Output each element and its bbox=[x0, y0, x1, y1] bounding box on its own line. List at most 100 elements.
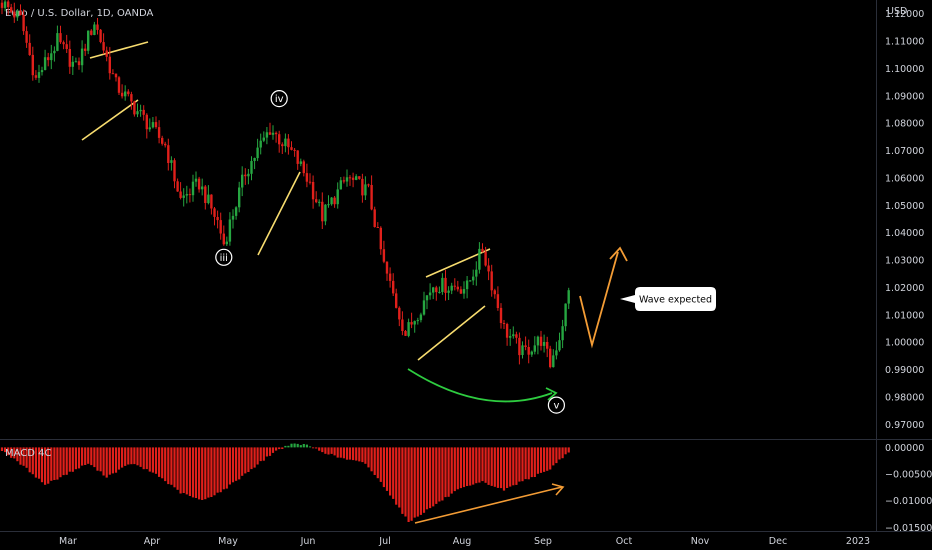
macd-bar bbox=[287, 445, 290, 448]
macd-bar bbox=[389, 447, 392, 496]
candle-body bbox=[435, 287, 438, 293]
candle-body bbox=[28, 42, 31, 55]
macd-bar bbox=[59, 447, 62, 478]
macd-bar bbox=[127, 447, 130, 465]
candle-body bbox=[56, 33, 59, 51]
macd-bar bbox=[262, 447, 265, 461]
macd-bar bbox=[441, 447, 444, 501]
wave-label-v: v bbox=[553, 401, 559, 412]
candle-body bbox=[253, 158, 256, 161]
macd-bar bbox=[77, 447, 81, 469]
macd-histogram bbox=[0, 443, 570, 522]
macd-bar bbox=[447, 447, 450, 497]
macd-bar bbox=[275, 447, 278, 451]
candles bbox=[0, 0, 570, 369]
macd-bar bbox=[238, 447, 241, 480]
macd-bar bbox=[173, 447, 176, 488]
macd-bar bbox=[481, 447, 484, 482]
macd-bar bbox=[244, 447, 247, 474]
candle-body bbox=[484, 251, 487, 266]
macd-bar bbox=[96, 447, 99, 471]
macd-bar bbox=[25, 447, 28, 468]
macd-bar bbox=[204, 447, 207, 500]
time-tick-label: Jul bbox=[378, 536, 390, 547]
candle-body bbox=[241, 174, 244, 188]
candle-body bbox=[96, 24, 99, 30]
candle-body bbox=[219, 220, 222, 234]
macd-axis[interactable]: 0.00000 −0.00500 −0.01000 −0.01500 bbox=[885, 443, 932, 534]
candle-body bbox=[197, 178, 201, 190]
macd-bar bbox=[28, 447, 31, 473]
candle-body bbox=[361, 178, 364, 196]
candle-body bbox=[19, 11, 22, 15]
macd-bar bbox=[404, 447, 407, 517]
candle-body bbox=[127, 91, 130, 95]
wedge-2-lower-line bbox=[417, 305, 486, 361]
candle-body bbox=[555, 350, 558, 356]
candle-body bbox=[527, 347, 530, 355]
macd-bar bbox=[478, 447, 481, 483]
macd-bar bbox=[65, 447, 68, 475]
candle-body bbox=[53, 50, 56, 54]
time-tick-label: Sep bbox=[534, 536, 552, 547]
macd-tick-label: −0.00500 bbox=[885, 470, 932, 481]
macd-bar bbox=[379, 447, 382, 482]
candle-body bbox=[499, 307, 503, 323]
candle-body bbox=[77, 61, 81, 66]
price-tick-label: 1.05000 bbox=[885, 201, 924, 212]
candle-body bbox=[0, 2, 4, 8]
candle-body bbox=[154, 122, 158, 128]
macd-bar bbox=[410, 447, 413, 521]
macd-bar bbox=[145, 447, 148, 470]
macd-bar bbox=[194, 447, 198, 498]
macd-bar bbox=[416, 447, 419, 517]
candle-body bbox=[290, 147, 293, 150]
candle-body bbox=[130, 94, 133, 102]
candle-body bbox=[336, 189, 339, 205]
wave-label-iv: iv bbox=[275, 94, 284, 105]
macd-tick-label: −0.01500 bbox=[885, 523, 932, 534]
candle-body bbox=[234, 207, 238, 216]
macd-bar bbox=[56, 447, 59, 480]
macd-pane[interactable]: MACD 4C bbox=[0, 443, 570, 524]
candle-body bbox=[318, 201, 321, 203]
macd-bar bbox=[121, 447, 124, 468]
macd-bar bbox=[4, 447, 7, 453]
candle-body bbox=[74, 61, 78, 63]
candle-body bbox=[367, 184, 370, 186]
macd-bar bbox=[247, 447, 250, 472]
macd-bar bbox=[62, 447, 65, 476]
candle-body bbox=[410, 322, 413, 325]
time-tick-label: 2023 bbox=[846, 536, 870, 547]
candle-body bbox=[407, 322, 410, 336]
macd-bar bbox=[487, 447, 490, 485]
macd-bar bbox=[84, 447, 87, 465]
candle-body bbox=[524, 345, 527, 347]
macd-bar bbox=[74, 447, 77, 470]
time-axis[interactable]: Mar Apr May Jun Jul Aug Sep Oct Nov Dec 2023 bbox=[59, 536, 870, 547]
candle-body bbox=[50, 53, 53, 61]
projection-path bbox=[579, 251, 619, 349]
price-pane[interactable]: Euro / U.S. Dollar, 1D, OANDA iii iv v Wav… bbox=[0, 0, 716, 414]
candle-body bbox=[133, 101, 136, 115]
macd-bar bbox=[422, 447, 426, 513]
candle-body bbox=[191, 181, 195, 196]
candle-body bbox=[37, 72, 41, 78]
candle-body bbox=[413, 321, 416, 325]
macd-bar bbox=[392, 447, 395, 499]
price-axis[interactable]: 1.12000 1.11000 1.10000 1.09000 1.08000 1.070… bbox=[885, 9, 924, 431]
candle-body bbox=[145, 114, 148, 130]
candle-body bbox=[142, 109, 145, 115]
candle-body bbox=[376, 227, 379, 228]
candle-body bbox=[493, 290, 496, 295]
candle-body bbox=[259, 140, 262, 148]
wave-label-circle bbox=[215, 248, 233, 266]
candle-body bbox=[401, 319, 404, 331]
candle-body bbox=[428, 292, 432, 296]
candle-body bbox=[293, 149, 296, 151]
macd-bar bbox=[305, 444, 308, 448]
macd-bar bbox=[398, 447, 401, 508]
macd-bar bbox=[466, 447, 469, 486]
macd-bar bbox=[10, 447, 13, 458]
